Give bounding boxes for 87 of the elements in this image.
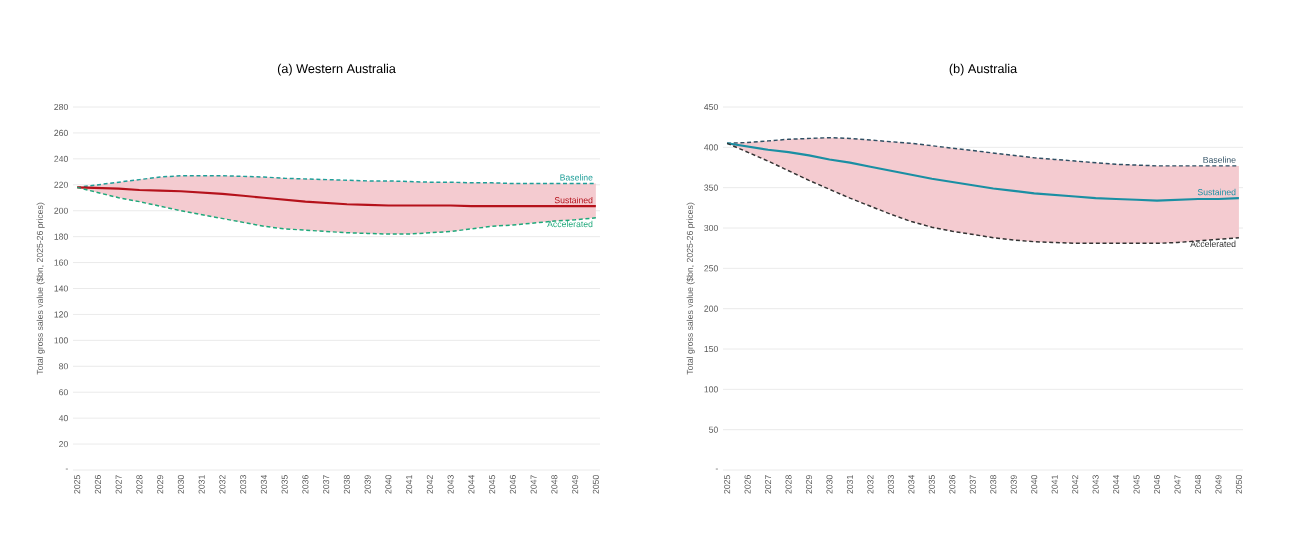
- y-tick-label: 220: [54, 181, 68, 188]
- y-tick-label: 120: [54, 311, 68, 318]
- x-tick-label: 2043: [447, 475, 454, 494]
- x-tick-label: 2045: [1133, 475, 1140, 494]
- y-tick-label: 260: [54, 129, 68, 136]
- x-tick-label: 2035: [281, 475, 288, 494]
- x-tick-label: 2047: [1174, 475, 1181, 494]
- y-tick-label: 40: [58, 415, 68, 422]
- series-label: Baseline: [1203, 156, 1236, 163]
- x-tick-label: 2050: [592, 475, 599, 494]
- chart-title: (b) Australia: [949, 63, 1018, 76]
- x-tick-label: 2048: [1194, 475, 1202, 494]
- y-tick-label: 60: [59, 389, 68, 396]
- x-tick-label: 2046: [509, 475, 516, 494]
- x-tick-label: 2048: [551, 475, 558, 494]
- series-label: Baseline: [560, 174, 593, 181]
- x-tick-label: 2025: [74, 475, 81, 494]
- series-label: Accelerated: [547, 220, 593, 228]
- y-tick-label: 100: [54, 337, 68, 344]
- x-tick-label: 2030: [826, 475, 833, 494]
- y-tick-label: 250: [704, 265, 718, 272]
- x-tick-label: 2040: [385, 475, 392, 494]
- series-label: Accelerated: [1190, 240, 1236, 247]
- y-axis-title: Total gross sales value ($bn, 2025-26 prices): [686, 202, 695, 375]
- x-tick-label: 2043: [1092, 475, 1099, 494]
- x-tick-label: 2027: [115, 475, 122, 494]
- x-tick-label: 2047: [530, 475, 537, 494]
- y-tick-label: 450: [704, 103, 718, 111]
- y-tick-label: 200: [704, 305, 718, 312]
- x-tick-label: 2041: [406, 475, 413, 494]
- x-tick-label: 2037: [323, 475, 330, 494]
- x-tick-label: 2034: [908, 474, 915, 494]
- y-tick-label: 100: [704, 386, 718, 393]
- x-tick-label: 2033: [887, 475, 894, 494]
- x-tick-label: 2025: [724, 475, 731, 494]
- x-tick-label: 2037: [969, 475, 976, 494]
- x-tick-label: 2028: [136, 475, 143, 494]
- y-tick-label: 350: [704, 184, 718, 191]
- y-axis-title: Total gross sales value ($bn, 2025-26 prices): [36, 202, 45, 375]
- x-tick-label: 2031: [198, 475, 205, 494]
- y-tick-label: 80: [59, 363, 68, 370]
- series-label: Sustained: [1197, 188, 1236, 196]
- x-tick-label: 2042: [426, 475, 433, 494]
- y-tick-label: 150: [704, 345, 718, 353]
- y-tick-label: 140: [54, 285, 68, 292]
- x-tick-label: 2034: [260, 474, 267, 494]
- x-tick-label: 2026: [94, 475, 101, 494]
- x-tick-label: 2042: [1072, 475, 1079, 494]
- x-tick-label: 2036: [949, 475, 956, 494]
- x-tick-label: 2038: [343, 475, 350, 494]
- series-label: Sustained: [554, 196, 593, 204]
- x-tick-label: 2045: [489, 475, 496, 494]
- x-tick-label: 2040: [1031, 475, 1038, 494]
- x-tick-label: 2035: [928, 475, 935, 494]
- x-tick-label: 2028: [785, 475, 792, 494]
- x-tick-label: 2039: [364, 475, 371, 494]
- x-tick-label: 2031: [846, 475, 854, 494]
- x-tick-label: 2029: [157, 475, 164, 494]
- y-tick-label: 280: [54, 103, 68, 111]
- x-tick-label: 2044: [468, 474, 475, 494]
- x-tick-label: 2046: [1153, 475, 1161, 494]
- x-tick-label: 2039: [1010, 475, 1017, 494]
- x-tick-label: 2027: [764, 475, 772, 494]
- x-tick-label: 2033: [240, 475, 247, 494]
- y-tick-label: 300: [704, 224, 718, 232]
- y-tick-label: 240: [54, 155, 68, 162]
- x-tick-label: 2049: [572, 475, 579, 494]
- chart-title: (a) Western Australia: [277, 63, 396, 76]
- x-tick-label: 2041: [1051, 475, 1058, 494]
- x-tick-label: 2036: [302, 475, 309, 494]
- x-tick-label: 2029: [805, 475, 813, 494]
- y-tick-label: 160: [54, 259, 68, 266]
- y-tick-label: 400: [704, 144, 718, 151]
- x-tick-label: 2032: [867, 475, 874, 494]
- x-tick-label: 2026: [744, 475, 751, 494]
- x-tick-label: 2032: [219, 475, 226, 494]
- y-tick-label: -: [65, 468, 68, 470]
- x-tick-label: 2030: [177, 475, 184, 494]
- x-tick-label: 2044: [1113, 474, 1120, 494]
- y-tick-label: 180: [54, 233, 68, 240]
- x-tick-label: 2050: [1235, 475, 1242, 494]
- x-tick-label: 2038: [990, 475, 997, 494]
- y-tick-label: 200: [54, 207, 68, 214]
- y-tick-label: 20: [59, 441, 68, 448]
- x-tick-label: 2049: [1215, 475, 1222, 494]
- y-tick-label: 50: [709, 426, 718, 433]
- y-tick-label: -: [715, 468, 718, 470]
